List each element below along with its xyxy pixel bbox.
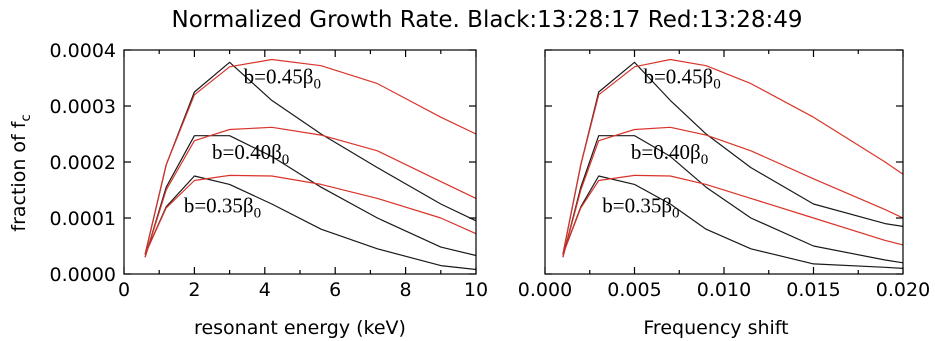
left-y-tick-label: 0.0001 <box>50 208 116 230</box>
left-y-tick-label: 0.0002 <box>50 152 116 174</box>
right-series-line-0 <box>562 61 904 255</box>
left-annotation: b=0.40β0 <box>212 140 289 168</box>
right-x-tick-label: 0.000 <box>518 279 572 301</box>
left-x-tick-label: 4 <box>259 279 271 301</box>
right-x-axis-label: Frequency shift <box>643 317 788 339</box>
right-series-line-3 <box>562 126 904 258</box>
left-series-line-0 <box>144 61 477 255</box>
left-x-axis-label: resonant energy (keV) <box>194 317 406 339</box>
right-series-line-5 <box>562 174 904 255</box>
left-x-tick-label: 10 <box>464 279 488 301</box>
right-annotation: b=0.35β0 <box>602 193 679 221</box>
right-plot-frame <box>544 49 904 275</box>
right-annotation-sub: 0 <box>672 205 680 221</box>
right-annotation-sub: 0 <box>713 77 721 93</box>
left-x-tick-label: 6 <box>329 279 341 301</box>
left-annotation-main: b=0.45β <box>244 65 314 89</box>
left-series-line-3 <box>144 126 477 258</box>
left-panel: fraction of fc resonant energy (keV) 0 2 4… <box>8 40 488 339</box>
left-annotation: b=0.45β0 <box>244 65 321 93</box>
figure-title: Normalized Growth Rate. Black:13:28:17 R… <box>172 7 803 33</box>
right-x-tick-label: 0.015 <box>786 279 840 301</box>
right-annotation-sub: 0 <box>701 152 709 168</box>
left-x-tick-label: 8 <box>400 279 412 301</box>
right-panel: Frequency shift 0.000 0.005 0.010 0.015 0.02… <box>518 49 930 339</box>
right-annotation: b=0.45β0 <box>643 65 720 93</box>
left-y-axis-label: fraction of fc <box>8 114 34 231</box>
right-x-tick-label: 0.010 <box>697 279 751 301</box>
left-annotation-sub: 0 <box>282 152 290 168</box>
left-x-tick-label: 0 <box>118 279 130 301</box>
left-series-line-4 <box>144 175 477 271</box>
left-series-line-5 <box>144 174 477 255</box>
left-annotation: b=0.35β0 <box>184 193 261 221</box>
right-annotation-main: b=0.40β <box>631 140 701 164</box>
right-annotation: b=0.40β0 <box>631 140 708 168</box>
left-y-tick-label: 0.0003 <box>50 96 116 118</box>
left-y-axis-label-main: fraction of f <box>8 120 30 231</box>
right-series-line-1 <box>562 58 904 255</box>
left-y-tick-label: 0.0004 <box>50 40 116 62</box>
left-annotation-main: b=0.40β <box>212 140 282 164</box>
left-y-axis-label-sub: c <box>19 114 34 121</box>
left-series-line-2 <box>144 135 477 258</box>
right-series-line-2 <box>562 135 904 264</box>
right-x-tick-label: 0.005 <box>607 279 661 301</box>
left-annotation-sub: 0 <box>254 205 262 221</box>
left-series-line-1 <box>144 58 477 255</box>
right-x-tick-label: 0.020 <box>876 279 930 301</box>
right-series-line-4 <box>562 175 904 269</box>
left-y-tick-label: 0.0000 <box>50 264 116 286</box>
right-annotation-main: b=0.45β <box>643 65 713 89</box>
left-annotation-sub: 0 <box>313 77 321 93</box>
right-annotation-main: b=0.35β <box>602 193 672 217</box>
left-x-tick-label: 2 <box>188 279 200 301</box>
left-annotation-main: b=0.35β <box>184 193 254 217</box>
